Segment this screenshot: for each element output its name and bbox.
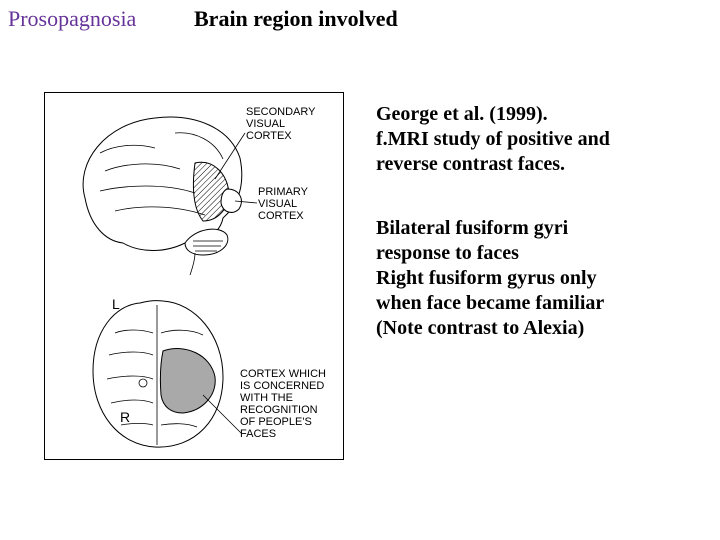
label-right-hemisphere: R [120,410,130,424]
text-line: Right fusiform gyrus only [376,266,604,291]
label-secondary-visual-cortex: SECONDARY VISUAL CORTEX [246,106,315,142]
text-line: CORTEX [258,210,308,222]
text-line: reverse contrast faces. [376,152,610,177]
header-right: Brain region involved [194,6,398,32]
text-line: SECONDARY [246,106,315,118]
text-line: CORTEX WHICH [240,368,326,380]
lateral-brain-icon [83,117,257,275]
text-line: Bilateral fusiform gyri [376,216,604,241]
text-line: IS CONCERNED [240,380,326,392]
text-line: (Note contrast to Alexia) [376,316,604,341]
text-line: response to faces [376,241,604,266]
text-line: PRIMARY [258,186,308,198]
label-primary-visual-cortex: PRIMARY VISUAL CORTEX [258,186,308,222]
label-cortex-note: CORTEX WHICH IS CONCERNED WITH THE RECOG… [240,368,326,440]
text-line: VISUAL [246,118,315,130]
text-line: when face became familiar [376,291,604,316]
header-left: Prosopagnosia [8,6,136,32]
text-line: RECOGNITION [240,404,326,416]
text-line: CORTEX [246,130,315,142]
label-left-hemisphere: L [112,297,120,311]
text-line: VISUAL [258,198,308,210]
text-line: FACES [240,428,326,440]
paragraph-findings: Bilateral fusiform gyri response to face… [376,216,604,341]
ventral-brain-icon [93,301,241,447]
paragraph-citation: George et al. (1999). f.MRI study of pos… [376,102,610,177]
text-line: OF PEOPLE'S [240,416,326,428]
text-line: WITH THE [240,392,326,404]
text-line: George et al. (1999). [376,102,610,127]
slide: Prosopagnosia Brain region involved Geor… [0,0,720,540]
text-line: f.MRI study of positive and [376,127,610,152]
